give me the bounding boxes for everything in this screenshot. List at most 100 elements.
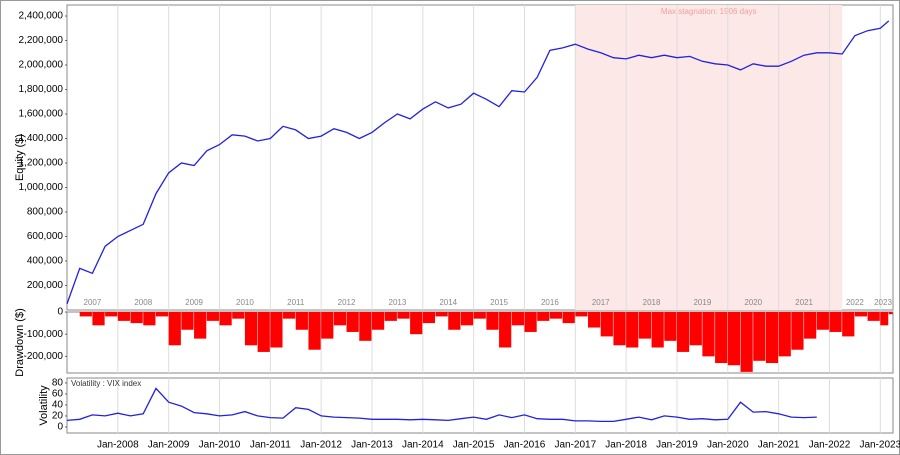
- bar: [194, 312, 207, 339]
- y-tick-label: 60: [52, 389, 64, 400]
- bar: [562, 312, 575, 324]
- bar: [524, 312, 537, 332]
- year-label: 2013: [389, 298, 407, 307]
- bar: [842, 312, 855, 337]
- bar: [410, 312, 423, 335]
- y-tick-label: 1,600,000: [19, 109, 64, 120]
- x-tick-label: Jan-2014: [402, 440, 444, 451]
- y-tick-label: 20: [52, 411, 64, 422]
- legend-label: Volatility : VIX index: [71, 379, 141, 388]
- y-tick-label: 400,000: [27, 256, 64, 267]
- bar: [232, 312, 245, 319]
- bar: [321, 312, 334, 339]
- x-tick-label: Jan-2016: [504, 440, 546, 451]
- y-tick-label: 2,400,000: [19, 11, 64, 22]
- bar: [804, 312, 817, 339]
- bar: [346, 312, 359, 332]
- line: [66, 387, 817, 423]
- year-label: 2014: [439, 298, 457, 307]
- bar: [473, 312, 486, 319]
- year-label: 2011: [287, 298, 305, 307]
- y-tick-label: 40: [52, 400, 64, 411]
- x-tick-label: Jan-2018: [605, 440, 647, 451]
- y-tick-label: -100,000: [24, 329, 64, 340]
- year-label: 2015: [490, 298, 508, 307]
- y-tick-label: 1,400,000: [19, 133, 64, 144]
- year-label: 2008: [134, 298, 152, 307]
- bar: [715, 312, 728, 364]
- x-tick-label: Jan-2008: [97, 440, 139, 451]
- bar: [765, 312, 779, 364]
- bar: [676, 312, 690, 352]
- y-tick-label: 1,200,000: [19, 158, 64, 169]
- bar: [448, 312, 461, 330]
- x-tick-label: Jan-2011: [250, 440, 291, 451]
- y-tick-label: 0: [57, 307, 63, 318]
- panel: [66, 377, 894, 434]
- bar: [740, 312, 753, 372]
- x-tick-label: Jan-2020: [707, 440, 749, 451]
- y-tick-label: 800,000: [27, 207, 64, 218]
- bar: [651, 312, 664, 348]
- bar: [727, 312, 741, 366]
- year-label: 2022: [846, 298, 864, 307]
- bar: [308, 312, 321, 350]
- y-tick-label: 0: [57, 422, 63, 433]
- y-tick-label: -200,000: [24, 351, 64, 362]
- bar: [791, 312, 804, 350]
- line: [66, 20, 890, 305]
- bar: [702, 312, 715, 357]
- bar: [638, 312, 652, 339]
- bar: [460, 312, 474, 326]
- year-label: 2019: [693, 298, 711, 307]
- bar: [880, 312, 889, 326]
- bar: [664, 312, 677, 341]
- year-label: 2023: [874, 298, 892, 307]
- bar: [499, 312, 512, 348]
- year-label: 2018: [643, 298, 661, 307]
- y-tick-label: 1,000,000: [19, 182, 64, 193]
- year-label: 2017: [592, 298, 610, 307]
- bar: [397, 312, 410, 319]
- bar: [130, 312, 143, 324]
- year-label: 2007: [84, 298, 102, 307]
- bar: [359, 312, 372, 341]
- bar: [257, 312, 270, 352]
- year-label: 2016: [541, 298, 559, 307]
- y-axis-title: Equity ($): [14, 134, 26, 181]
- bar: [753, 312, 766, 361]
- x-tick-label: Jan-2023: [859, 440, 900, 451]
- bar: [384, 312, 397, 321]
- year-label: 2009: [185, 298, 203, 307]
- bar: [219, 312, 232, 326]
- bar: [168, 312, 181, 346]
- y-tick-label: 2,200,000: [19, 35, 64, 46]
- bar: [537, 312, 550, 321]
- year-label: 2020: [744, 298, 762, 307]
- x-tick-label: Jan-2013: [351, 440, 393, 451]
- bar: [92, 312, 105, 326]
- bar: [117, 312, 131, 321]
- bar: [511, 312, 524, 326]
- bar: [689, 312, 702, 346]
- y-tick-label: 80: [52, 378, 64, 389]
- bar: [79, 312, 92, 317]
- year-label: 2012: [338, 298, 356, 307]
- bar: [333, 312, 347, 326]
- x-tick-label: Jan-2010: [199, 440, 241, 451]
- bar: [888, 312, 893, 315]
- bar: [867, 312, 880, 321]
- y-axis-title: Volatility: [38, 385, 50, 426]
- bar: [613, 312, 626, 346]
- bar: [105, 312, 118, 317]
- x-tick-label: Jan-2019: [656, 440, 698, 451]
- bar: [575, 312, 588, 317]
- x-tick-label: Jan-2021: [758, 440, 800, 451]
- bar: [283, 312, 296, 319]
- bar: [371, 312, 385, 330]
- year-label: 2021: [795, 298, 813, 307]
- x-tick-label: Jan-2009: [148, 440, 190, 451]
- x-tick-label: Jan-2012: [300, 440, 342, 451]
- bar: [588, 312, 601, 328]
